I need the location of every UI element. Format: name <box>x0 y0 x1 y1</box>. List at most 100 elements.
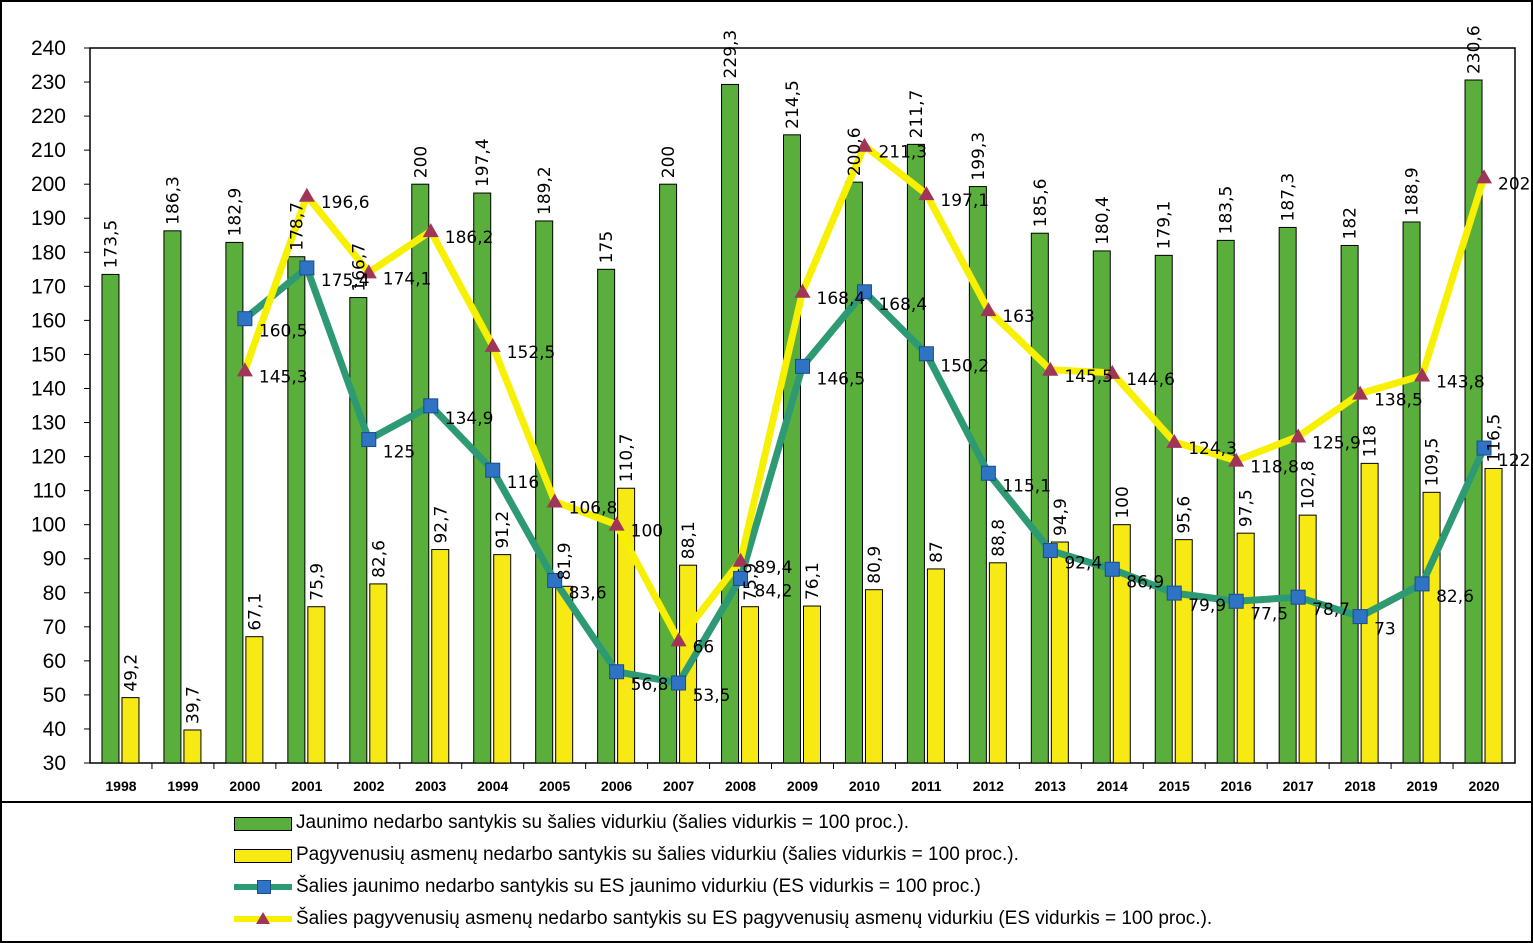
bar-elderly-national <box>864 589 883 764</box>
y-tick-label: 210 <box>31 139 66 162</box>
x-tick-label: 2008 <box>725 778 756 794</box>
marker-triangle <box>856 137 873 152</box>
marker-square <box>1414 576 1430 592</box>
y-tick-label: 50 <box>43 684 66 707</box>
bar-youth-national <box>101 273 120 764</box>
bar-elderly-national <box>988 562 1007 764</box>
marker-square <box>237 311 253 327</box>
x-tick-label: 2014 <box>1097 778 1128 794</box>
marker-triangle <box>298 187 315 202</box>
chart-legend: Jaunimo nedarbo santykis su šalies vidur… <box>2 801 1531 941</box>
x-tick-label: 2010 <box>849 778 880 794</box>
data-label-elderly-national: 81,9 <box>555 542 575 580</box>
legend-item-youth-eu: Šalies jaunimo nedarbo santykis su ES ja… <box>234 873 981 901</box>
marker-square <box>1352 609 1368 625</box>
marker-square <box>609 664 625 680</box>
data-label-elderly-national: 76,1 <box>803 562 823 600</box>
marker-triangle <box>1414 367 1431 382</box>
legend-label: Šalies jaunimo nedarbo santykis su ES ja… <box>296 876 981 897</box>
bar-youth-national <box>1402 221 1421 764</box>
chart-plot: 30 40 50 60 70 80 90 100 110 120 130 140 150 160 170 18… <box>31 25 1533 794</box>
marker-triangle <box>1352 385 1369 400</box>
data-label-youth-national: 186,3 <box>163 176 183 225</box>
bar-elderly-national <box>741 606 760 764</box>
data-label-youth-national: 230,6 <box>1465 25 1485 74</box>
x-tick-label: 2007 <box>663 778 694 794</box>
data-label-elderly-national: 49,2 <box>121 654 141 692</box>
data-label-youth-national: 187,3 <box>1279 173 1299 222</box>
data-label-youth-national: 197,4 <box>473 138 493 187</box>
data-label-youth-national: 179,1 <box>1155 201 1175 250</box>
plot-area <box>89 47 1516 764</box>
data-label-elderly-national: 88,1 <box>679 521 699 559</box>
triangle-marker-icon <box>256 912 270 924</box>
data-label-youth-national: 211,7 <box>907 90 927 139</box>
marker-triangle <box>732 552 749 567</box>
bar-elderly-national <box>926 568 945 764</box>
x-tick-label: 1998 <box>105 778 136 794</box>
bar-youth-national <box>1340 244 1359 764</box>
bar-youth-national <box>1216 239 1235 764</box>
y-tick-label: 220 <box>31 105 66 128</box>
y-tick-label: 180 <box>31 241 66 264</box>
bar-youth-national <box>906 143 925 764</box>
bar-elderly-national <box>307 606 326 764</box>
data-label-youth-eu: 53,5 <box>693 686 731 706</box>
bar-youth-national <box>411 183 430 764</box>
x-tick-label: 2004 <box>477 778 508 794</box>
data-label-youth-eu: 115,1 <box>1002 476 1051 496</box>
bar-youth-national <box>783 134 801 764</box>
x-tick-label: 2001 <box>291 778 322 794</box>
data-label-youth-national: 185,6 <box>1031 179 1051 228</box>
marker-square <box>485 462 501 478</box>
y-tick-label: 140 <box>31 377 66 400</box>
data-label-youth-national: 188,9 <box>1403 167 1423 216</box>
data-label-elderly-eu: 100 <box>631 522 663 542</box>
y-tick-label: 160 <box>31 309 66 332</box>
y-tick-label: 120 <box>31 446 66 469</box>
marker-triangle <box>236 362 253 377</box>
data-label-elderly-eu: 211,3 <box>878 143 927 163</box>
bar-elderly-national <box>1422 491 1441 764</box>
data-label-elderly-national: 95,6 <box>1175 496 1195 534</box>
bar-youth-national <box>1092 250 1111 764</box>
data-label-elderly-eu: 138,5 <box>1374 391 1423 411</box>
y-tick-label: 40 <box>43 718 66 741</box>
data-label-youth-eu: 86,9 <box>1126 572 1164 592</box>
x-tick-label: 2015 <box>1159 778 1190 794</box>
data-label-elderly-eu: 143,8 <box>1436 373 1485 393</box>
data-label-youth-eu: 82,6 <box>1436 587 1474 607</box>
marker-triangle <box>360 264 377 279</box>
data-label-youth-eu: 150,2 <box>940 357 989 377</box>
y-tick-label: 190 <box>31 207 66 230</box>
x-tick-label: 2005 <box>539 778 570 794</box>
data-label-elderly-national: 102,8 <box>1299 460 1319 509</box>
y-tick-label: 170 <box>31 275 66 298</box>
x-tick-label: 2018 <box>1345 778 1376 794</box>
y-tick-label: 150 <box>31 343 66 366</box>
marker-triangle <box>918 186 935 201</box>
x-tick-label: 1999 <box>167 778 198 794</box>
data-label-youth-national: 214,5 <box>783 80 803 129</box>
marker-square <box>361 432 377 448</box>
x-tick-label: 2009 <box>787 778 818 794</box>
square-marker-icon <box>257 880 271 894</box>
data-label-elderly-national: 118 <box>1361 425 1381 457</box>
marker-triangle <box>422 223 439 238</box>
marker-square <box>1166 585 1182 601</box>
bar-youth-national <box>1154 254 1173 764</box>
bar-youth-national <box>163 230 182 764</box>
bar-elderly-national <box>1484 467 1503 764</box>
data-label-youth-eu: 92,4 <box>1064 554 1102 574</box>
x-tick-label: 2020 <box>1468 778 1499 794</box>
data-label-elderly-eu: 145,5 <box>1064 367 1113 387</box>
data-label-elderly-national: 91,2 <box>493 511 513 549</box>
marker-square <box>856 284 872 300</box>
marker-triangle <box>546 493 563 508</box>
x-tick-label: 2019 <box>1406 778 1437 794</box>
data-label-elderly-eu: 186,2 <box>445 228 494 248</box>
marker-triangle <box>1104 364 1121 379</box>
data-label-elderly-eu: 118,8 <box>1250 458 1299 478</box>
data-label-youth-eu: 84,2 <box>755 581 793 601</box>
